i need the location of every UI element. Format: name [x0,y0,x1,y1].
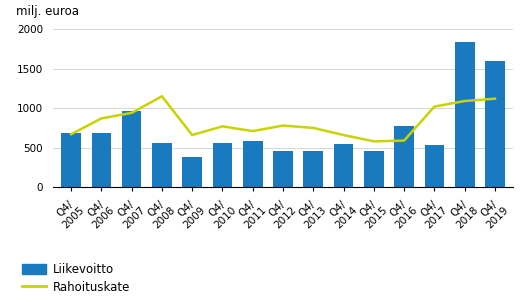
Bar [304,151,323,187]
Bar [485,62,505,187]
Bar [273,151,293,187]
Bar [364,151,384,187]
Bar [213,143,232,187]
Bar [243,140,262,187]
Bar [394,126,414,187]
Bar [122,111,141,187]
Bar [455,42,475,187]
Bar [425,145,444,187]
Bar [61,133,81,187]
Bar [183,157,202,187]
Y-axis label: milj. euroa: milj. euroa [16,5,79,18]
Bar [334,144,353,187]
Bar [152,143,172,187]
Bar [92,133,111,187]
Legend: Liikevoitto, Rahoituskate: Liikevoitto, Rahoituskate [22,263,130,294]
